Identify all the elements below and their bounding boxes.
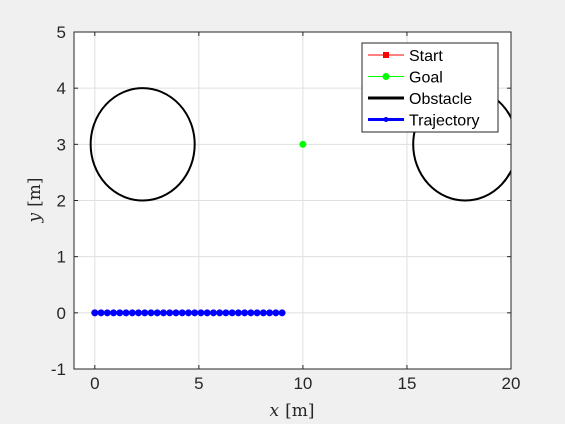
trajectory-point (228, 309, 236, 317)
trajectory-point (159, 309, 167, 317)
x-tick-label: 15 (397, 374, 416, 393)
trajectory-point (266, 309, 274, 317)
trajectory-point (278, 309, 286, 317)
legend-trajectory-marker (383, 117, 389, 122)
legend-trajectory-label: Trajectory (409, 113, 480, 130)
trajectory-point (241, 309, 249, 317)
trajectory-point (247, 309, 255, 317)
legend-goal-label: Goal (409, 70, 443, 87)
legend-start-label: Start (409, 48, 443, 65)
trajectory-point (178, 309, 186, 317)
trajectory-point (141, 309, 149, 317)
trajectory-point (272, 309, 280, 317)
trajectory-point (147, 309, 155, 317)
trajectory-point (166, 309, 174, 317)
trajectory-point (153, 309, 161, 317)
y-tick-label: -1 (51, 360, 66, 379)
x-tick-label: 0 (90, 374, 99, 393)
goal-point (299, 140, 307, 148)
y-tick-label: 1 (57, 248, 66, 267)
legend-obstacle-label: Obstacle (409, 91, 472, 108)
trajectory-point (203, 309, 211, 317)
x-tick-label: 20 (502, 374, 521, 393)
y-axis-label-unit: [m] (25, 178, 45, 207)
trajectory-point (234, 309, 242, 317)
tick-labels: 0 5 10 15 20 -1 0 1 2 3 4 5 (51, 23, 521, 393)
trajectory-point (184, 309, 192, 317)
y-axis-label: y [m] (25, 178, 45, 224)
x-tick-label: 10 (293, 374, 312, 393)
trajectory-point (135, 309, 143, 317)
trajectory-point (128, 309, 136, 317)
trajectory-point (191, 309, 199, 317)
x-axis-label: x [m] (270, 401, 315, 421)
trajectory-point (116, 309, 124, 317)
y-tick-label: 3 (57, 135, 66, 154)
trajectory-point (253, 309, 261, 317)
legend-start-marker (383, 52, 389, 58)
trajectory-point (122, 309, 130, 317)
trajectory-point (259, 309, 267, 317)
trajectory-point (91, 309, 99, 317)
y-axis-label-var: y (25, 213, 45, 224)
trajectory-point (103, 309, 111, 317)
x-tick-label: 5 (194, 374, 203, 393)
legend-goal-marker (382, 73, 390, 80)
trajectory-point (222, 309, 230, 317)
y-tick-label: 0 (57, 304, 66, 323)
legend: Start Goal Obstacle Trajectory (361, 42, 499, 133)
ticks (74, 31, 512, 370)
trajectory-point (97, 309, 105, 317)
obstacle-ellipse (89, 87, 196, 202)
trajectory-point (197, 309, 205, 317)
y-tick-label: 4 (57, 79, 66, 98)
trajectory-point (172, 309, 180, 317)
x-axis-label-unit: [m] (285, 401, 314, 421)
y-tick-label: 5 (57, 23, 66, 42)
trajectory-point (216, 309, 224, 317)
x-axis-label-var: x (270, 401, 280, 421)
y-tick-label: 2 (57, 192, 66, 211)
trajectory-point (110, 309, 118, 317)
trajectory-point (209, 309, 217, 317)
